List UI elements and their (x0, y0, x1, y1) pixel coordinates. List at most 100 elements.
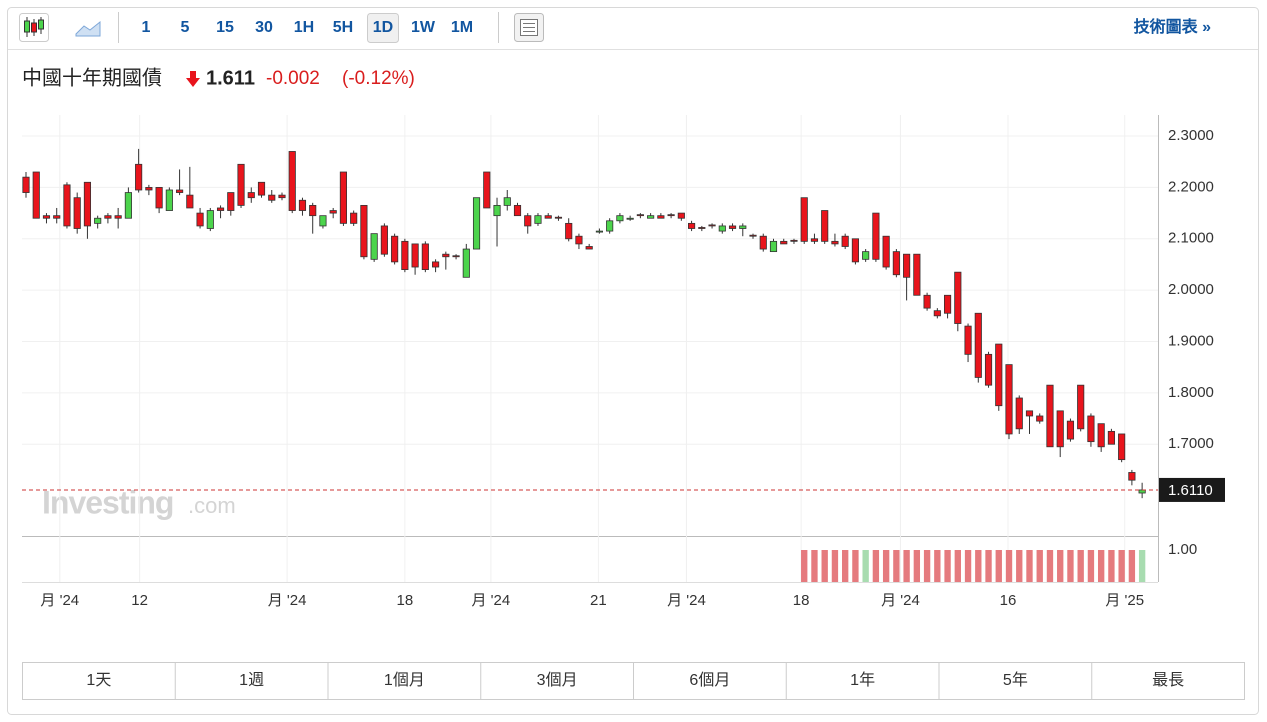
candle-body (145, 187, 153, 191)
candle-body (94, 217, 102, 224)
candle-body (974, 312, 982, 378)
x-tick-label: 月 '24 (667, 592, 706, 609)
candle-body (780, 240, 788, 245)
volume-bar (954, 550, 961, 582)
candle-body (759, 235, 767, 250)
range-button[interactable]: 3個月 (537, 671, 578, 689)
candle-body (196, 212, 204, 227)
volume-bar (811, 550, 818, 582)
candle-body (309, 204, 317, 217)
candle-body (728, 225, 737, 229)
candle-body (749, 234, 757, 237)
volume-bar (1005, 550, 1013, 582)
candle-body (964, 325, 972, 355)
candle-body (63, 184, 71, 227)
candle-body (636, 214, 644, 217)
candle-body (554, 216, 563, 219)
candle-body (1107, 430, 1115, 445)
candle-body (370, 233, 378, 260)
range-button[interactable]: 1年 (850, 671, 875, 689)
candle-body (995, 343, 1003, 407)
last-price-box (1159, 477, 1225, 502)
volume-bar (1108, 550, 1115, 582)
candle-body (421, 243, 429, 270)
candle-body (688, 222, 696, 229)
candle-body (278, 194, 286, 199)
candle-body (534, 215, 542, 224)
candle-body (933, 310, 941, 317)
y-tick-label: 2.3000 (1168, 127, 1214, 144)
candle-body (42, 215, 51, 219)
volume-bar (934, 550, 941, 582)
interval-button[interactable]: 15 (216, 19, 234, 36)
candle-body (677, 212, 685, 219)
volume-bar (801, 550, 808, 582)
candle-body (595, 230, 603, 233)
candle-body (257, 181, 266, 196)
interval-button[interactable]: 5H (333, 19, 353, 36)
candle-body (790, 239, 798, 242)
candle-body (872, 212, 880, 260)
candle-body (667, 214, 675, 217)
candle-body (841, 235, 849, 247)
y-tick-label: 1.7000 (1168, 435, 1214, 452)
interval-button[interactable]: 1M (451, 19, 473, 36)
candle-body (53, 215, 61, 219)
range-button[interactable]: 最長 (1152, 671, 1184, 689)
candle-body (1118, 433, 1126, 461)
candle-body (769, 240, 778, 253)
watermark-domain: .com (188, 493, 236, 518)
x-tick-label: 月 '25 (1105, 592, 1144, 609)
candle-body (903, 253, 911, 278)
range-button[interactable]: 1週 (239, 671, 264, 689)
candle-body (114, 215, 122, 219)
candle-body (1025, 410, 1034, 417)
candle-body (155, 187, 163, 209)
candle-body (350, 212, 358, 224)
range-button[interactable]: 5年 (1003, 671, 1028, 689)
volume-bar (1067, 550, 1074, 582)
volume-bar (903, 550, 910, 582)
line-icon[interactable] (75, 20, 101, 37)
candle-body (135, 163, 143, 191)
volume-bar (842, 550, 849, 582)
candle-body (73, 197, 81, 229)
candle-body (206, 210, 214, 229)
candle-body (503, 197, 511, 206)
candle-body (32, 171, 40, 219)
volume-bar (944, 550, 951, 582)
candle-body (923, 294, 931, 309)
interval-button[interactable]: 1H (294, 19, 314, 36)
volume-bar (923, 550, 931, 582)
interval-button[interactable]: 5 (181, 19, 190, 36)
frame (7, 7, 1259, 715)
candle-body (319, 215, 327, 227)
x-tick-label: 12 (131, 592, 148, 609)
interval-button[interactable]: 1D (373, 19, 393, 36)
candle-body (718, 225, 726, 232)
candle-body (165, 189, 173, 211)
candle-icon[interactable] (19, 13, 49, 42)
interval-button[interactable]: 30 (255, 19, 273, 36)
range-button[interactable]: 6個月 (689, 671, 730, 689)
candle-body (954, 271, 962, 324)
candle-body (810, 238, 819, 242)
last-price-label: 1.6110 (1168, 482, 1213, 499)
candle-body (1128, 472, 1136, 481)
candle-body (513, 204, 522, 217)
candle-body (411, 243, 419, 268)
volume-bar (1057, 550, 1064, 582)
interval-button[interactable]: 1W (411, 19, 436, 36)
candle-body (800, 197, 808, 242)
range-button[interactable]: 1個月 (384, 671, 425, 689)
technical-chart-link[interactable]: 技術圖表 » (1134, 17, 1211, 36)
candle-body (913, 253, 921, 296)
range-button[interactable]: 1天 (86, 672, 111, 689)
layout-icon[interactable] (514, 13, 544, 42)
volume-bar (1097, 550, 1105, 582)
interval-button[interactable]: 1 (142, 19, 151, 36)
volume-bar (1128, 550, 1136, 582)
candle-body (380, 225, 388, 255)
watermark: Investing (42, 484, 173, 520)
